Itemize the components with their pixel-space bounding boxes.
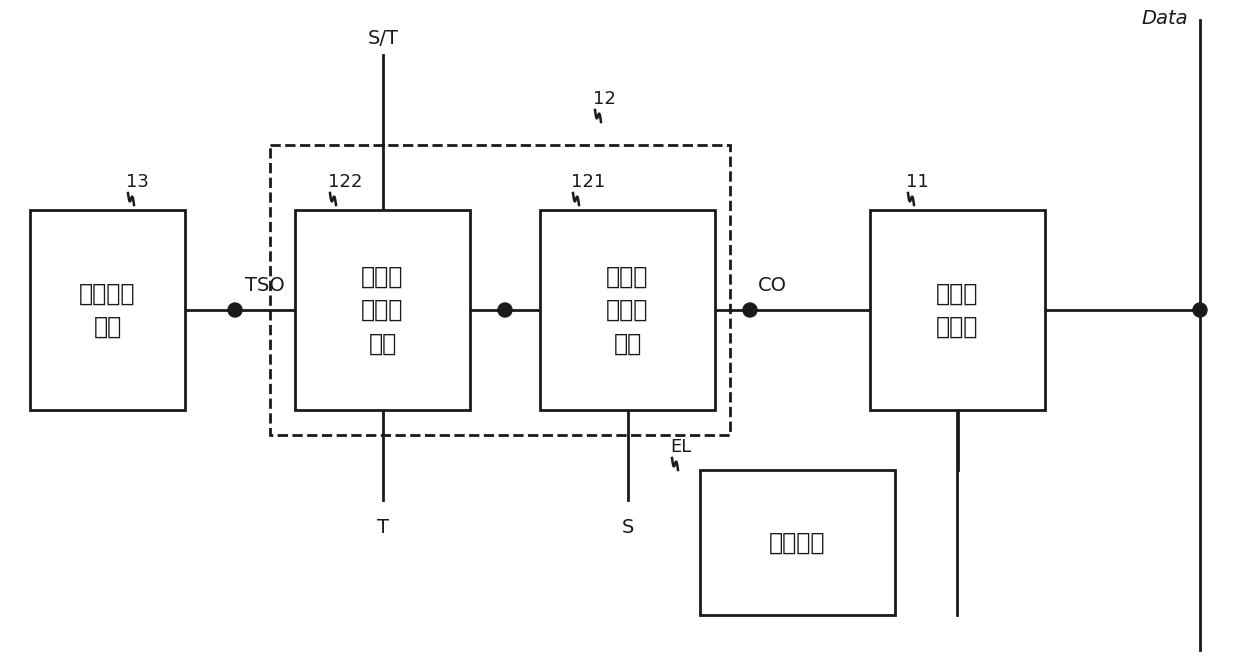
Bar — [701, 470, 895, 615]
Text: 光感触控
单元: 光感触控 单元 — [79, 281, 135, 339]
Circle shape — [743, 303, 756, 317]
Circle shape — [228, 303, 242, 317]
Text: 122: 122 — [329, 173, 362, 191]
Bar — [539, 210, 715, 410]
Text: 发光元件: 发光元件 — [769, 531, 826, 555]
Text: S: S — [621, 518, 634, 537]
Text: 12: 12 — [593, 90, 616, 108]
Text: 像素驱
动单元: 像素驱 动单元 — [936, 281, 978, 339]
Bar — [295, 210, 470, 410]
Text: 121: 121 — [570, 173, 605, 191]
Text: 触控读
取控制
模块: 触控读 取控制 模块 — [361, 264, 404, 355]
Text: 11: 11 — [906, 173, 929, 191]
Text: TSO: TSO — [246, 276, 285, 295]
Text: EL: EL — [670, 438, 691, 456]
Circle shape — [498, 303, 512, 317]
Text: CO: CO — [758, 276, 787, 295]
Bar — [30, 210, 185, 410]
Text: Data: Data — [1141, 9, 1188, 28]
Text: T: T — [377, 518, 389, 537]
Text: S/T: S/T — [367, 29, 398, 48]
Circle shape — [1193, 303, 1207, 317]
Bar — [270, 145, 730, 435]
Bar — [870, 210, 1045, 410]
Text: 13: 13 — [126, 173, 149, 191]
Text: 显示补
偿控制
模块: 显示补 偿控制 模块 — [606, 264, 649, 355]
